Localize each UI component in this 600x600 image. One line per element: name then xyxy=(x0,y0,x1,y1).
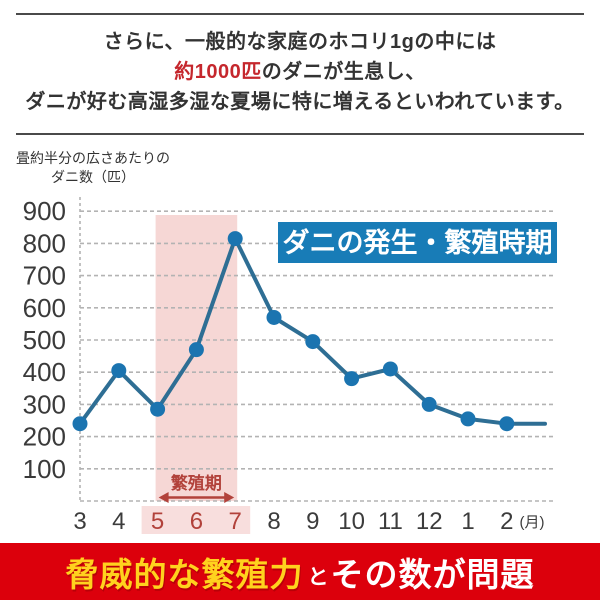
footer-highlight-text: 脅威的な繁殖力 xyxy=(65,555,304,593)
data-point-month-10 xyxy=(344,371,360,387)
top-divider xyxy=(16,13,584,15)
y-tick-label-800: 800 xyxy=(23,228,66,258)
y-tick-label-400: 400 xyxy=(23,357,66,387)
headline-line1: さらに、一般的な家庭のホコリ1gの中には xyxy=(103,31,497,53)
chart-badge-group: ダニの発生・繁殖時期 xyxy=(278,222,557,263)
x-tick-label-9: 9 xyxy=(306,508,319,535)
footer-connector-text: と xyxy=(307,565,329,589)
breeding-annotation-group: 繁殖期 xyxy=(158,473,235,503)
x-tick-label-12: 12 xyxy=(416,508,443,535)
mite-population-chart: ダニの発生・繁殖時期 畳約半分の広さあたりの ダニ数（匹） (月) 100 200… xyxy=(0,140,600,540)
headline-highlight-count: 約1000匹 xyxy=(174,61,262,83)
x-tick-label-6: 6 xyxy=(190,508,203,535)
data-point-month-5 xyxy=(150,401,166,417)
footer-banner: 脅威的な繁殖力とその数が問題 xyxy=(0,543,600,600)
chart-canvas: ダニの発生・繁殖時期 畳約半分の広さあたりの ダニ数（匹） (月) 100200… xyxy=(16,150,557,535)
breeding-arrow-right-head xyxy=(224,492,235,503)
y-tick-label-900: 900 xyxy=(23,196,66,226)
y-tick-label-700: 700 xyxy=(23,261,66,291)
data-line xyxy=(78,236,547,426)
y-tick-label-100: 100 xyxy=(23,454,66,484)
data-point-month-6 xyxy=(188,342,204,358)
data-series-group xyxy=(72,231,547,432)
chart-badge-label: ダニの発生・繁殖時期 xyxy=(283,227,553,258)
data-point-month-9 xyxy=(305,334,321,350)
data-point-month-2 xyxy=(499,416,515,432)
breeding-band xyxy=(155,215,238,501)
x-tick-label-3: 3 xyxy=(73,508,86,535)
data-point-month-12 xyxy=(421,396,437,412)
breeding-period-label: 繁殖期 xyxy=(170,473,222,493)
header-divider xyxy=(16,133,584,135)
x-tick-label-1: 1 xyxy=(461,508,474,535)
x-tick-label-8: 8 xyxy=(267,508,280,535)
chart-badge xyxy=(278,222,557,263)
y-tick-label-500: 500 xyxy=(23,325,66,355)
x-tick-label-7: 7 xyxy=(229,508,242,535)
x-tick-label-4: 4 xyxy=(112,508,125,535)
data-point-month-3 xyxy=(72,416,88,432)
data-point-month-7 xyxy=(227,231,243,247)
data-point-month-11 xyxy=(382,361,398,377)
headline-line2-rest: のダニが生息し、 xyxy=(261,61,426,83)
axis-label-group: 畳約半分の広さあたりの ダニ数（匹） (月) 10020030040050060… xyxy=(16,150,545,535)
data-point-month-8 xyxy=(266,309,282,325)
x-tick-label-11: 11 xyxy=(378,508,403,535)
x-tick-label-10: 10 xyxy=(338,508,365,535)
headline: さらに、一般的な家庭のホコリ1gの中には 約1000匹のダニが生息し、 ダニが好… xyxy=(0,27,600,117)
breeding-band-group xyxy=(141,215,251,534)
breeding-arrow-left-head xyxy=(158,492,169,503)
x-tick-label-2: 2 xyxy=(500,508,513,535)
y-tick-label-300: 300 xyxy=(23,389,66,419)
x-tick-label-5: 5 xyxy=(151,508,164,535)
data-point-month-4 xyxy=(111,363,127,379)
y-axis-title-line2: ダニ数（匹） xyxy=(51,169,135,185)
headline-line2: 約1000匹のダニが生息し、 xyxy=(0,57,600,87)
footer-main-text: その数が問題 xyxy=(330,555,535,593)
headline-line3: ダニが好む高湿多湿な夏場に特に増えるといわれています。 xyxy=(25,91,575,113)
x-axis-unit-label: (月) xyxy=(520,514,545,531)
data-point-month-1 xyxy=(460,411,476,427)
y-axis-title-line1: 畳約半分の広さあたりの xyxy=(16,150,170,166)
y-tick-label-200: 200 xyxy=(23,422,66,452)
y-tick-label-600: 600 xyxy=(23,293,66,323)
breeding-xlabel-band xyxy=(141,506,251,534)
